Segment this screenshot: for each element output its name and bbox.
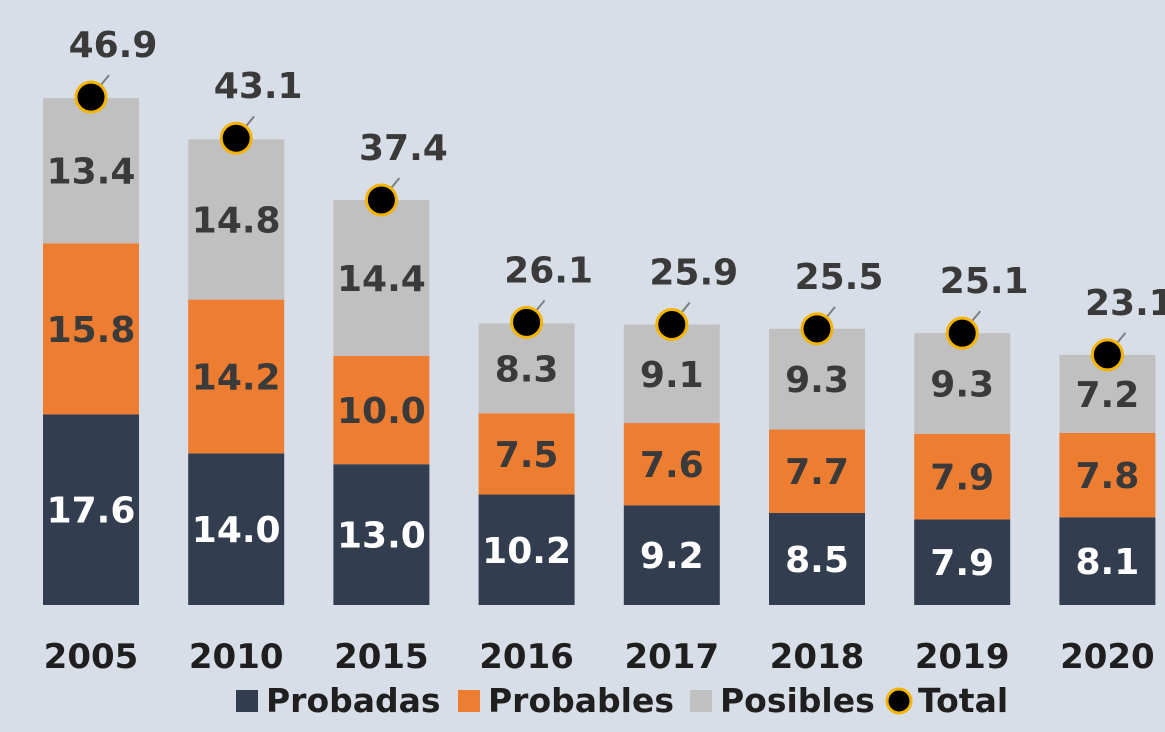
data-label-probadas-2018: 8.5 <box>785 540 849 581</box>
data-label-probadas-2017: 9.2 <box>640 536 704 577</box>
legend-swatch-probadas <box>236 690 258 712</box>
data-label-probables-2017: 7.6 <box>640 445 704 486</box>
total-label-2005: 46.9 <box>69 25 158 66</box>
bar-probables-2019 <box>914 433 1011 520</box>
x-tick-label-2016: 2016 <box>479 637 574 677</box>
total-label-2018: 25.5 <box>795 257 884 298</box>
total-marker-2016 <box>510 305 544 339</box>
legend-swatch-posibles <box>690 690 712 712</box>
data-label-probables-2018: 7.7 <box>785 452 849 493</box>
legend-label-total: Total <box>918 681 1008 720</box>
total-marker-2018 <box>800 312 834 346</box>
bar-probadas-2015 <box>333 464 430 605</box>
bar-probadas-2016 <box>478 494 575 605</box>
bar-probadas-2018 <box>769 512 865 605</box>
bar-probadas-2017 <box>623 505 720 605</box>
total-label-2016: 26.1 <box>504 250 593 291</box>
data-label-probadas-2019: 7.9 <box>930 543 994 584</box>
bar-posibles-2019 <box>914 333 1011 434</box>
x-tick-label-2005: 2005 <box>44 637 139 677</box>
bar-probables-2017 <box>623 423 720 506</box>
total-marker-2017 <box>655 308 689 342</box>
bars-group: 17.6 15.8 13.4 14.0 14.2 14.8 13.0 10.0 14.4 10.2… <box>43 98 1156 605</box>
data-label-posibles-2018: 9.3 <box>785 360 849 401</box>
data-label-probadas-2016: 10.2 <box>482 531 571 572</box>
data-label-probadas-2005: 17.6 <box>47 491 136 532</box>
total-marker-2015 <box>364 183 398 217</box>
total-marker-2019 <box>945 316 979 350</box>
x-tick-label-2018: 2018 <box>770 637 865 677</box>
total-label-2020: 23.1 <box>1085 283 1165 324</box>
total-marker-2005 <box>74 80 108 114</box>
bar-posibles-2005 <box>43 98 139 244</box>
total-marker-2010 <box>219 121 253 155</box>
x-tick-label-2020: 2020 <box>1060 637 1155 677</box>
total-label-2019: 25.1 <box>940 261 1029 302</box>
data-label-probables-2005: 15.8 <box>47 310 136 351</box>
data-label-posibles-2020: 7.2 <box>1076 375 1140 416</box>
bar-probadas-2020 <box>1059 517 1156 605</box>
data-label-posibles-2005: 13.4 <box>47 152 136 193</box>
bar-posibles-2015 <box>333 199 430 356</box>
total-label-2010: 43.1 <box>214 66 303 107</box>
total-marker-2020 <box>1090 338 1124 372</box>
bar-probables-2016 <box>478 413 575 495</box>
bar-posibles-2018 <box>769 328 865 430</box>
data-label-probadas-2020: 8.1 <box>1076 542 1140 583</box>
legend-label-posibles: Posibles <box>720 681 875 720</box>
legend: Probadas Probables Posibles Total <box>236 681 1008 720</box>
data-label-probables-2015: 10.0 <box>337 391 426 432</box>
totals-group: 46.9 43.1 37.4 26.1 25.9 25.5 25.1 23.1 <box>69 25 1165 372</box>
data-label-posibles-2019: 9.3 <box>930 365 994 406</box>
total-label-2015: 37.4 <box>359 128 448 169</box>
legend-label-probables: Probables <box>488 681 674 720</box>
data-label-probables-2020: 7.8 <box>1076 456 1140 497</box>
category-labels-group: 2005 2010 2015 2016 2017 2018 2019 2020 <box>44 637 1155 677</box>
data-label-probables-2010: 14.2 <box>192 357 281 398</box>
bar-probadas-2010 <box>188 453 285 605</box>
bar-posibles-2010 <box>188 139 285 300</box>
data-label-posibles-2017: 9.1 <box>640 355 704 396</box>
legend-swatch-total <box>885 687 913 715</box>
bar-probables-2015 <box>333 355 430 465</box>
data-label-posibles-2015: 14.4 <box>337 259 426 300</box>
bar-probables-2010 <box>188 299 285 454</box>
legend-label-probadas: Probadas <box>266 681 441 720</box>
data-label-posibles-2010: 14.8 <box>192 200 281 241</box>
bar-probadas-2019 <box>914 519 1011 605</box>
x-tick-label-2017: 2017 <box>624 637 719 677</box>
x-tick-label-2019: 2019 <box>915 637 1010 677</box>
bar-probables-2018 <box>769 429 865 513</box>
data-label-probadas-2010: 14.0 <box>192 510 281 551</box>
total-label-2017: 25.9 <box>649 253 738 294</box>
legend-swatch-probables <box>458 690 480 712</box>
x-tick-label-2010: 2010 <box>189 637 284 677</box>
data-label-probables-2019: 7.9 <box>930 458 994 499</box>
data-label-posibles-2016: 8.3 <box>495 349 559 390</box>
data-label-probables-2016: 7.5 <box>495 435 559 476</box>
bar-probables-2020 <box>1059 432 1156 518</box>
data-label-probadas-2015: 13.0 <box>337 516 426 557</box>
bar-probadas-2005 <box>43 414 139 605</box>
x-tick-label-2015: 2015 <box>334 637 429 677</box>
bar-probables-2005 <box>43 243 139 415</box>
